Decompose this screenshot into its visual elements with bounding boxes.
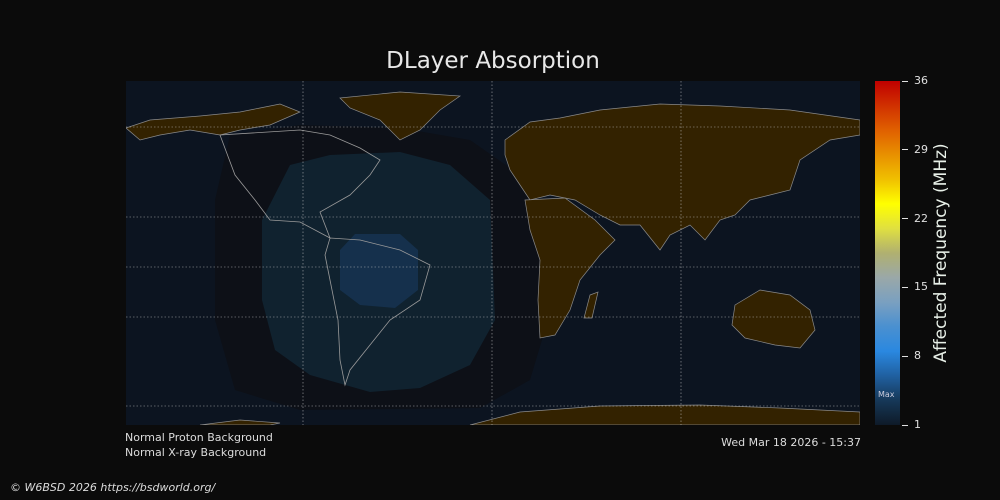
africa bbox=[524, 197, 616, 339]
land-masses bbox=[126, 91, 860, 425]
chart-title: DLayer Absorption bbox=[386, 48, 600, 74]
timestamp: Wed Mar 18 2026 - 15:37 bbox=[721, 436, 861, 449]
greenland bbox=[339, 91, 462, 141]
absorption-zone bbox=[215, 125, 545, 410]
alaska-canada bbox=[126, 103, 301, 141]
colorbar-tick: 22 bbox=[902, 212, 928, 225]
xray-status: Normal X-ray Background bbox=[125, 446, 267, 459]
colorbar-tick: 29 bbox=[902, 143, 928, 156]
copyright-footer: © W6BSD 2026 https://bsdworld.org/ bbox=[10, 481, 216, 494]
colorbar-label: Affected Frequency (MHz) bbox=[931, 143, 951, 363]
colorbar-tick: 1 bbox=[902, 418, 921, 431]
colorbar-tick: 15 bbox=[902, 280, 928, 293]
max-marker: Max bbox=[878, 390, 895, 399]
antarctica bbox=[469, 404, 860, 425]
grid-lines bbox=[126, 81, 860, 425]
colorbar bbox=[875, 81, 900, 425]
eurasia bbox=[504, 103, 860, 251]
australia bbox=[731, 289, 816, 349]
colorbar-tick: 8 bbox=[902, 349, 921, 362]
absorption-map bbox=[126, 81, 860, 425]
madagascar bbox=[583, 291, 599, 319]
americas-outline bbox=[219, 129, 431, 387]
antarctica-west bbox=[199, 419, 281, 425]
proton-status: Normal Proton Background bbox=[125, 431, 273, 444]
colorbar-tick: 36 bbox=[902, 74, 928, 87]
